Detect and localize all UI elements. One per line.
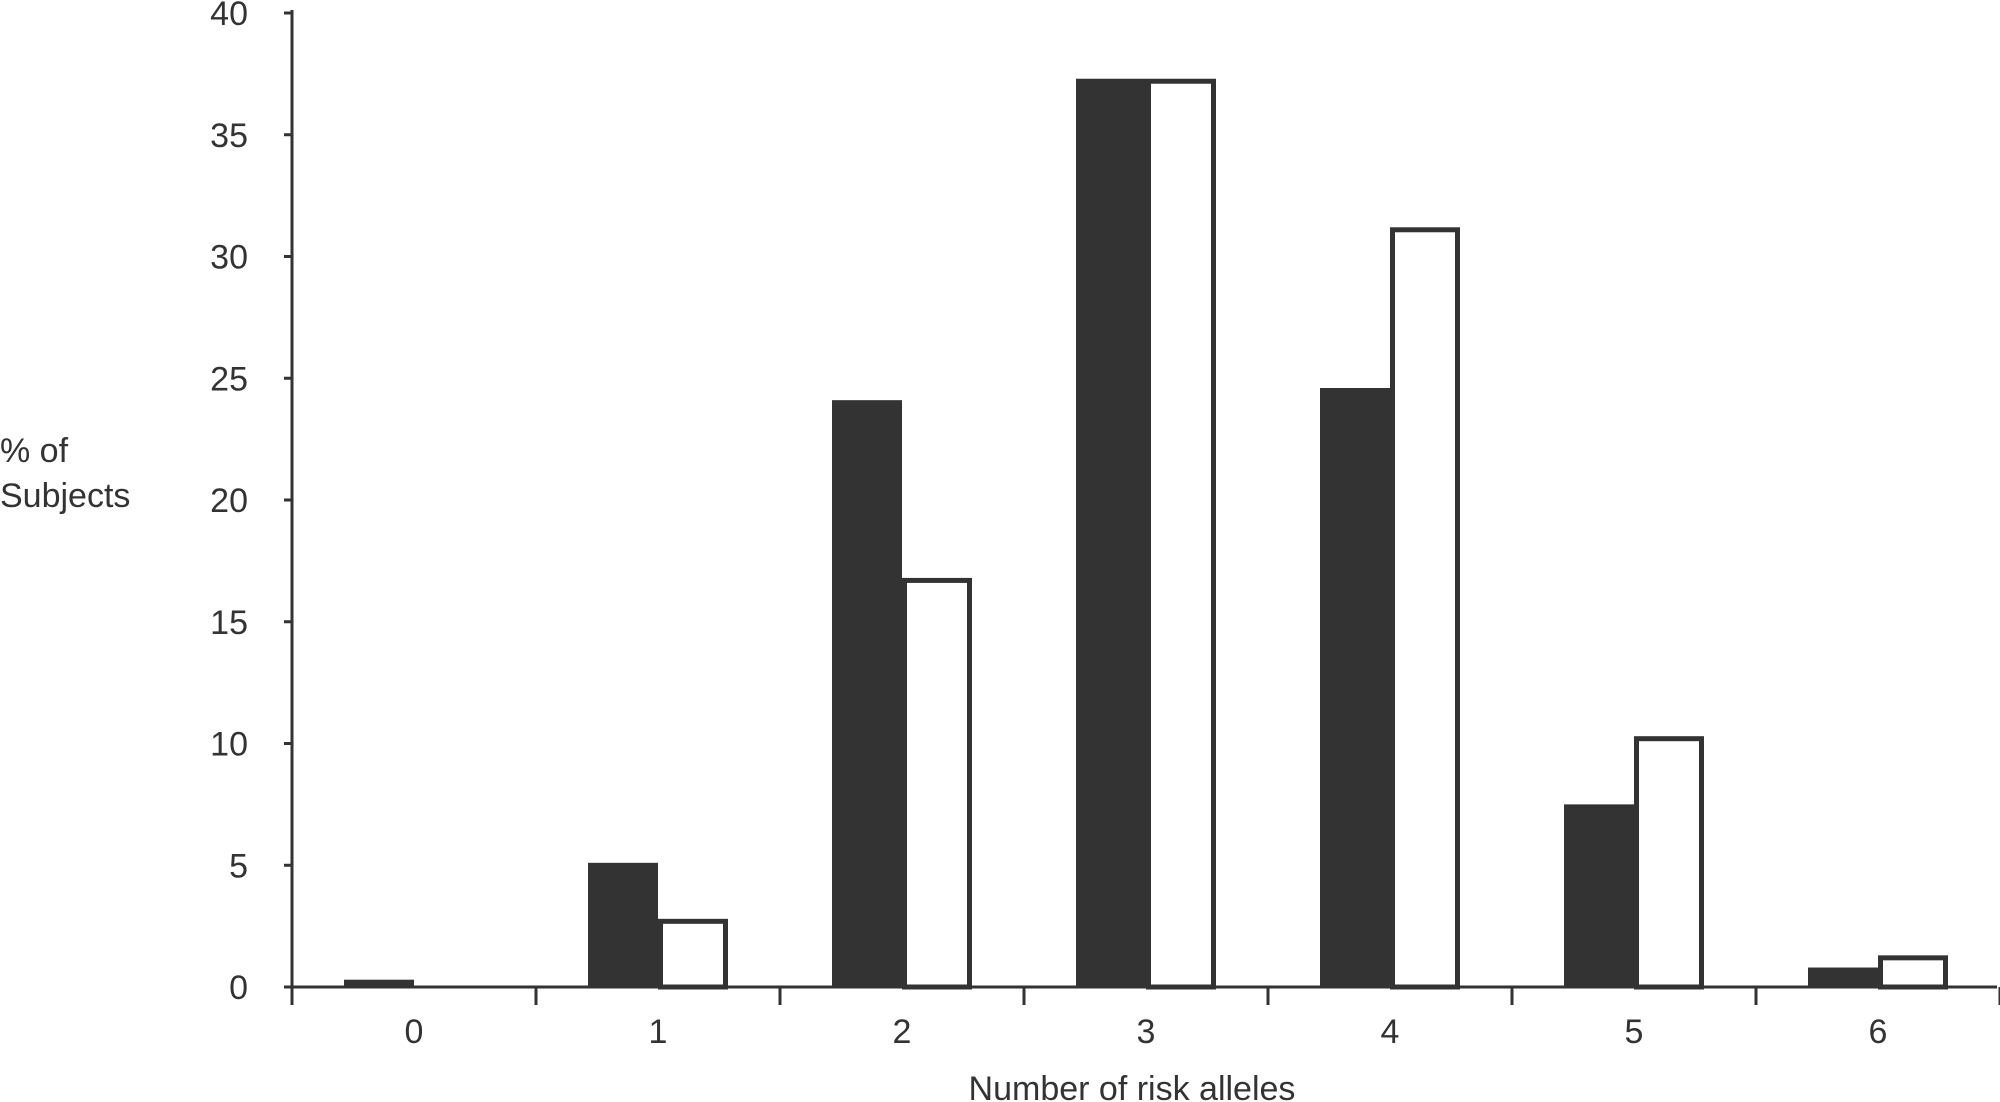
- x-tick-label: 2: [893, 1013, 912, 1051]
- bar-series-2-5: [1634, 736, 1704, 990]
- bar-series-2-3: [1146, 78, 1216, 990]
- y-tick-label: 35: [210, 117, 248, 155]
- bar-series-1-1: [588, 862, 658, 987]
- y-tick-label: 40: [210, 0, 248, 33]
- x-ticks-group: 0 1 2 3 4 5 6: [290, 987, 2000, 1051]
- y-tick-label: 20: [210, 482, 248, 520]
- bar-series-2-2: [902, 577, 972, 990]
- bar-series-1-2: [832, 400, 902, 987]
- bar-series-2-6: [1878, 955, 1948, 990]
- y-axis-title-line-2: Subjects: [0, 477, 130, 515]
- x-tick-label: 4: [1381, 1013, 1400, 1051]
- x-axis-title: Number of risk alleles: [969, 1070, 1296, 1102]
- y-tick-label: 0: [229, 969, 248, 1007]
- x-tick-label: 0: [405, 1013, 424, 1051]
- bar-series-1-5: [1564, 804, 1634, 987]
- bar-series-1-0: [344, 979, 414, 987]
- y-tick-label: 25: [210, 360, 248, 398]
- x-tick-label: 3: [1137, 1013, 1156, 1051]
- x-tick-label: 1: [649, 1013, 668, 1051]
- bar-series-1-6: [1808, 967, 1878, 987]
- bar-series-2-1: [658, 918, 728, 990]
- bars-group: [344, 78, 1948, 990]
- y-tick-label: 5: [229, 847, 248, 885]
- bar-series-2-4: [1390, 227, 1460, 990]
- x-tick-label: 6: [1869, 1013, 1888, 1051]
- bar-series-1-4: [1320, 387, 1390, 987]
- bar-series-1-3: [1076, 78, 1146, 988]
- y-tick-label: 15: [210, 604, 248, 642]
- x-tick-label: 5: [1625, 1013, 1644, 1051]
- y-axis-title-line-1: % of: [0, 432, 69, 470]
- y-tick-label: 30: [210, 239, 248, 277]
- y-tick-label: 10: [210, 726, 248, 764]
- y-ticks-group: 0 5 10 15 20 25 30 35 40: [210, 0, 292, 1007]
